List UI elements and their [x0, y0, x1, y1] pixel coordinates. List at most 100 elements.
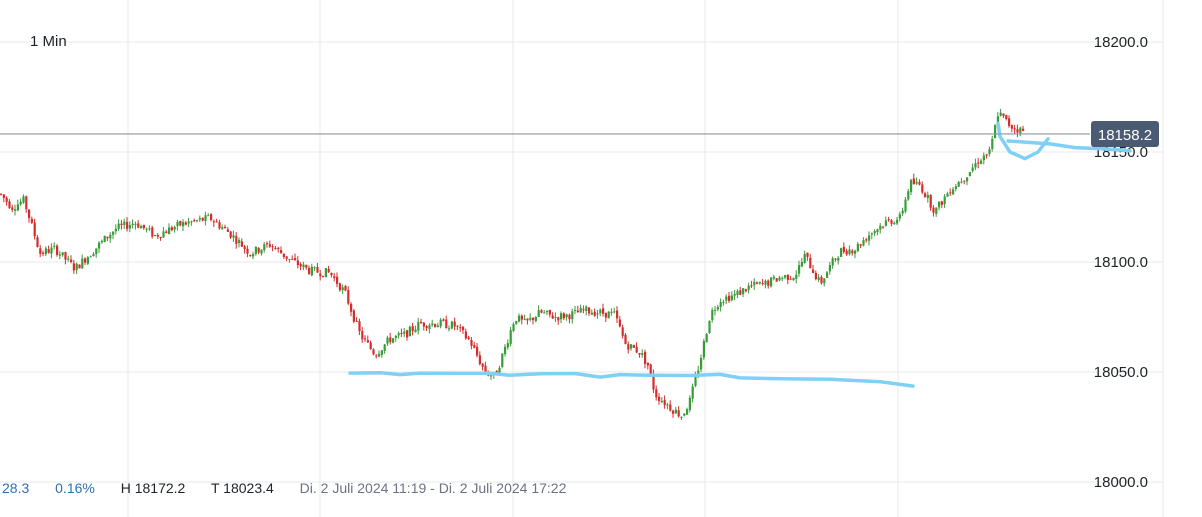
candle-body: [296, 260, 299, 266]
candle-body: [428, 325, 431, 329]
candle-body: [159, 237, 162, 239]
candle-body: [170, 227, 173, 231]
candle-body: [8, 201, 11, 208]
candle-body: [50, 247, 53, 254]
candle-body: [30, 218, 33, 223]
candle-body: [856, 243, 859, 252]
candle-body: [498, 368, 501, 374]
candle-body: [621, 327, 624, 336]
candle-body: [207, 215, 210, 217]
candle-body: [442, 319, 445, 321]
candle-body: [1010, 125, 1013, 129]
candle-body: [644, 351, 647, 364]
candle-body: [422, 322, 425, 327]
candle-body: [882, 226, 885, 228]
candle-body: [347, 289, 350, 304]
candle-body: [828, 265, 831, 272]
candle-body: [504, 346, 507, 355]
candle-body: [324, 268, 327, 278]
candle-body: [848, 249, 851, 254]
candle-body: [271, 246, 274, 248]
high-value: H 18172.2: [120, 480, 186, 496]
candle-body: [758, 281, 761, 284]
candle-body: [470, 340, 473, 346]
candle-body: [361, 330, 364, 340]
candle-body: [898, 214, 901, 219]
candle-body: [84, 258, 87, 263]
candle-body: [697, 370, 700, 376]
candle-body: [823, 278, 826, 284]
candle-body: [53, 245, 56, 247]
candle-body: [114, 228, 117, 232]
candle-body: [702, 341, 705, 358]
candle-body: [81, 258, 84, 269]
candle-body: [56, 245, 59, 255]
candle-body: [187, 221, 190, 224]
candle-body: [389, 337, 392, 343]
candle-body: [711, 309, 714, 321]
candle-body: [509, 330, 512, 344]
candle-body: [571, 311, 574, 320]
candle-body: [19, 201, 22, 205]
candle-body: [462, 326, 465, 331]
candle-body: [288, 258, 291, 260]
last-price-tag: [1091, 120, 1159, 147]
candle-body: [420, 321, 423, 324]
candle-body: [742, 288, 745, 295]
candle-body: [649, 364, 652, 374]
candle-body: [439, 319, 442, 327]
candle-body: [996, 116, 999, 127]
candle-body: [28, 209, 31, 219]
candle-body: [240, 241, 243, 247]
candle-body: [893, 222, 896, 224]
candle-body: [436, 325, 439, 328]
candle-body: [854, 250, 857, 254]
candle-body: [680, 416, 683, 418]
candle-body: [369, 342, 372, 350]
candle-body: [540, 310, 543, 313]
candle-body: [722, 301, 725, 303]
candle-body: [831, 258, 834, 266]
candle-body: [907, 191, 910, 200]
candle-body: [800, 261, 803, 267]
candle-body: [313, 267, 316, 269]
candle-body: [204, 215, 207, 221]
candle-body: [445, 319, 448, 329]
candle-body: [1013, 128, 1016, 130]
candle-body: [89, 256, 92, 258]
candle-body: [173, 227, 176, 230]
candle-body: [534, 316, 537, 321]
candle-body: [554, 317, 557, 319]
candle-body: [450, 321, 453, 329]
candle-body: [11, 207, 14, 210]
candle-body: [39, 248, 42, 254]
interval-label[interactable]: 1 Min: [30, 33, 67, 50]
candle-body: [512, 324, 515, 331]
candle-body: [627, 344, 630, 350]
candle-body: [912, 178, 915, 185]
candle-body: [260, 249, 263, 254]
candle-body: [918, 182, 921, 185]
candle-body: [16, 204, 19, 211]
change-percent: 0.16%: [55, 480, 95, 496]
candle-body: [238, 240, 241, 243]
candle-body: [193, 220, 196, 222]
candle-body: [683, 413, 686, 416]
candle-body: [957, 182, 960, 187]
candle-body: [926, 195, 929, 198]
candle-body: [954, 186, 957, 189]
candle-body: [417, 321, 420, 331]
candle-body: [308, 267, 311, 274]
candle-body: [635, 346, 638, 353]
candle-body: [406, 330, 409, 338]
candle-body: [299, 264, 302, 267]
candle-body: [344, 286, 347, 291]
candle-body: [873, 231, 876, 234]
candle-body: [725, 296, 728, 301]
candle-body: [44, 248, 47, 255]
candle-body: [1005, 114, 1008, 119]
candle-body: [842, 246, 845, 252]
candle-body: [865, 239, 868, 241]
